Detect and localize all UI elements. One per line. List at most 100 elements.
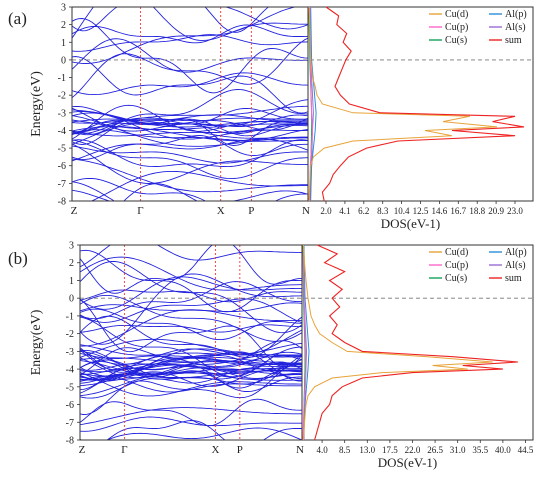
dos-tick-label: 18.8 [469, 206, 485, 216]
dos-frame [301, 244, 534, 441]
band-line [72, 135, 308, 160]
band-lines [80, 245, 302, 440]
k-point-label: Γ [121, 444, 127, 456]
dos-tick-label: 23.0 [507, 206, 523, 216]
band-line [72, 7, 308, 41]
band-line [72, 119, 308, 130]
y-tick-label: 1 [69, 276, 74, 287]
legend-label: Cu(p) [445, 260, 468, 271]
k-point-label: P [237, 444, 243, 456]
band-line [80, 245, 302, 294]
band-line [72, 37, 308, 99]
dos-tick-label: 12.5 [413, 206, 429, 216]
k-point-label: P [248, 205, 254, 217]
dos-tick-label: 8.5 [339, 445, 351, 455]
legend-label: sum [505, 273, 522, 284]
y-tick-label: -1 [58, 73, 66, 84]
y-tick-label: -3 [58, 108, 66, 119]
legend-label: Cu(p) [445, 22, 468, 33]
band-line [80, 363, 302, 381]
y-tick-label: -1 [66, 311, 74, 322]
band-line [72, 104, 308, 140]
band-line [80, 371, 302, 397]
y-tick-label: -8 [58, 197, 66, 208]
band-line [80, 256, 302, 291]
band-line [72, 139, 308, 180]
band-line [72, 125, 308, 137]
band-line [80, 356, 302, 387]
band-line [72, 205, 308, 214]
y-tick-label: 3 [69, 241, 74, 252]
dos-tick-label: 8.3 [377, 206, 389, 216]
band-line [80, 363, 302, 376]
band-line [123, 183, 303, 201]
band-line [90, 170, 308, 201]
band-line [72, 122, 308, 145]
k-point-label: Γ [137, 205, 143, 217]
dos-curve-cud [303, 244, 493, 441]
band-line [105, 427, 302, 440]
band-line [72, 72, 308, 96]
panel-b: (b) Energy(eV) 3 2 1 0 -1 -2 -3 -4 -5 -6 -7 -8 Z Γ X P N 4.… [8, 241, 534, 471]
dos-tick-label: 13.0 [359, 445, 375, 455]
dos-curve-sum [314, 244, 518, 441]
legend-label: Al(p) [505, 247, 527, 258]
dos-tick-label: 10.4 [394, 206, 410, 216]
band-line [80, 375, 302, 393]
y-tick-label: -2 [58, 91, 66, 102]
y-axis-label: Energy(eV) [29, 309, 44, 375]
k-point-label: X [217, 205, 225, 217]
dos-curve-cup [302, 244, 307, 441]
dos-tick-label: 6.2 [358, 206, 369, 216]
band-line [72, 118, 308, 137]
dos-axis-label: DOS(eV-1) [378, 455, 437, 470]
dos-tick-label: 17.5 [382, 445, 398, 455]
dos-tick-label: 4.1 [339, 206, 350, 216]
band-line [72, 18, 308, 94]
band-line [80, 261, 302, 334]
y-tick-label: -5 [66, 382, 74, 393]
panel-a: (a) Energy(eV) 3 2 1 0 -1 -2 -3 -4 -5 -6 -7 -8 Z Γ X P N 2.… [8, 3, 534, 231]
dos-tick-label: 14.6 [432, 206, 448, 216]
panel-label: (a) [8, 9, 27, 28]
k-point-label: X [211, 444, 219, 456]
band-line [72, 203, 308, 220]
y-tick-label: -5 [58, 144, 66, 155]
dos-frame [307, 6, 534, 202]
legend-label: Al(s) [505, 260, 526, 271]
band-lines [72, 7, 308, 220]
band-line [80, 298, 302, 368]
band-line [72, 34, 308, 52]
panel-label: (b) [8, 249, 28, 268]
band-line [72, 143, 308, 184]
dos-tick-label: 16.7 [450, 206, 466, 216]
band-line [80, 438, 83, 440]
y-tick-label: 1 [61, 38, 66, 49]
dos-tick-label: 31.0 [450, 445, 466, 455]
band-line [80, 352, 302, 367]
band-line [80, 370, 302, 394]
band-line [72, 126, 308, 142]
k-point-label: Z [71, 205, 78, 217]
legend-label: Cu(s) [445, 273, 467, 284]
k-point-label: N [296, 444, 304, 456]
legend-label: Cu(d) [445, 9, 468, 20]
y-tick-label: -7 [66, 418, 74, 429]
band-line [72, 139, 308, 168]
y-tick-label: 2 [61, 20, 66, 31]
dos-tick-label: 35.5 [472, 445, 488, 455]
band-line [72, 181, 116, 201]
band-line [80, 298, 302, 324]
band-line [72, 158, 308, 193]
dos-curve-alp [309, 6, 317, 202]
y-axis-label: Energy(eV) [29, 71, 44, 137]
dos-curve-alp [303, 244, 310, 441]
band-line [72, 189, 308, 201]
k-point-label: Z [79, 444, 86, 456]
band-line [80, 315, 302, 358]
band-line [80, 407, 302, 426]
band-line [106, 420, 302, 440]
band-line [72, 114, 308, 123]
dos-tick-label: 4.0 [316, 445, 328, 455]
